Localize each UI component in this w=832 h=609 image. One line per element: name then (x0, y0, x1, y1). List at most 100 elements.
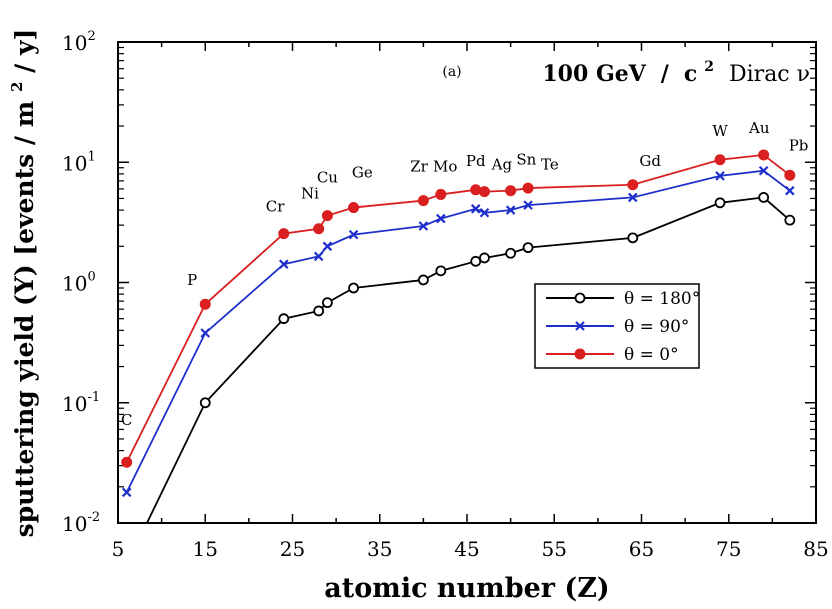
x-tick-label: 25 (280, 537, 305, 561)
data-point (200, 328, 211, 338)
data-point (478, 186, 490, 198)
x-tick-label: 65 (629, 537, 654, 561)
data-point (505, 185, 517, 197)
data-point (278, 228, 290, 240)
legend-label-2: θ = 0° (624, 345, 679, 365)
data-point (522, 182, 534, 194)
axis-ticks (117, 41, 817, 524)
legend-label-0: θ = 180° (624, 289, 700, 309)
data-point (715, 171, 725, 181)
y-tick-label: 100 (62, 270, 96, 296)
data-point (278, 259, 289, 269)
data-point (758, 192, 770, 203)
y-tick-label: 10-2 (62, 510, 100, 536)
x-tick-label: 75 (716, 537, 741, 561)
legend-marker-2 (574, 348, 586, 360)
data-point (348, 282, 359, 294)
data-point (418, 221, 429, 231)
data-point (479, 252, 490, 264)
element-label: Mo (433, 157, 457, 175)
legend-label-1: θ = 90° (624, 317, 689, 337)
element-label: Sn (516, 150, 536, 168)
element-label: W (712, 122, 728, 140)
data-point (505, 247, 517, 259)
data-point (435, 265, 447, 277)
data-point (278, 313, 290, 325)
data-point (522, 242, 534, 254)
data-point (313, 305, 325, 317)
data-point (714, 154, 726, 166)
data-point (523, 200, 533, 210)
data-point (470, 204, 481, 214)
series-line (125, 169, 791, 493)
y-label-main: sputtering yield (Y) [events / m (10, 101, 39, 538)
y-tick-label: 10-1 (62, 390, 100, 416)
data-point (505, 205, 516, 215)
chart-title: 100 GeV / c 2 Dirac ν (542, 52, 810, 87)
element-label: Pb (789, 137, 809, 155)
series-1 (121, 165, 795, 498)
x-tick-label: 85 (803, 537, 828, 561)
x-tick-label: 45 (454, 537, 479, 561)
x-tick-label: 55 (542, 537, 567, 561)
title-slash: / (661, 61, 670, 87)
data-point (199, 298, 211, 310)
data-point (321, 210, 333, 222)
legend-entry-2: θ = 0° (546, 345, 679, 365)
element-label: Cu (317, 168, 338, 186)
data-point (121, 487, 132, 498)
element-label: Au (748, 119, 770, 137)
data-point (479, 208, 490, 218)
y-tick-label: 102 (62, 29, 96, 55)
series-line (145, 196, 791, 523)
series-line (125, 154, 791, 463)
data-point (417, 195, 429, 207)
data-point (313, 251, 324, 262)
x-axis-label: atomic number (Z) (324, 573, 609, 604)
data-point (627, 232, 639, 244)
element-label: C (121, 411, 132, 429)
element-label: Te (541, 156, 559, 174)
data-point (714, 197, 726, 209)
data-point (436, 213, 446, 224)
element-label: Ge (352, 163, 373, 181)
y-label-exponent: 2 (8, 82, 26, 92)
element-label: Gd (639, 152, 661, 170)
data-point (435, 188, 447, 200)
data-point (758, 149, 770, 161)
data-point (199, 397, 211, 409)
legend-entry-1: θ = 90° (546, 317, 689, 337)
tick-labels: 5 15 25 35 45 55 65 75 85 10-2 10-1 100 101 102 (62, 29, 829, 561)
y-tick-label: 101 (62, 149, 96, 175)
data-point (758, 165, 769, 176)
y-label-end: / y] (10, 29, 39, 73)
title-model: Dirac ν (729, 62, 810, 87)
data-point (784, 169, 796, 181)
data-point (313, 223, 325, 235)
title-mass: 100 GeV (542, 61, 646, 87)
legend-marker-0 (574, 292, 586, 304)
data-point (348, 229, 359, 240)
element-label: P (187, 271, 197, 289)
data-point (321, 297, 333, 309)
data-point (322, 241, 333, 252)
element-label: Pd (466, 152, 486, 170)
data-point (417, 274, 429, 286)
x-tick-label: 5 (112, 537, 125, 561)
data-point (784, 214, 796, 226)
series-2 (121, 149, 796, 468)
x-tick-label: 35 (367, 537, 392, 561)
data-point (348, 202, 360, 214)
title-exponent: 2 (704, 59, 714, 75)
data-point (122, 560, 131, 569)
plot-frame (117, 41, 817, 524)
series-0 (122, 192, 796, 569)
x-tick-label: 15 (193, 537, 218, 561)
data-point (470, 255, 482, 267)
legend: θ = 180° θ = 90° θ = 0° (534, 283, 700, 369)
element-label: Zr (410, 157, 428, 175)
panel-label: (a) (442, 64, 461, 80)
legend-entry-0: θ = 180° (546, 289, 700, 309)
